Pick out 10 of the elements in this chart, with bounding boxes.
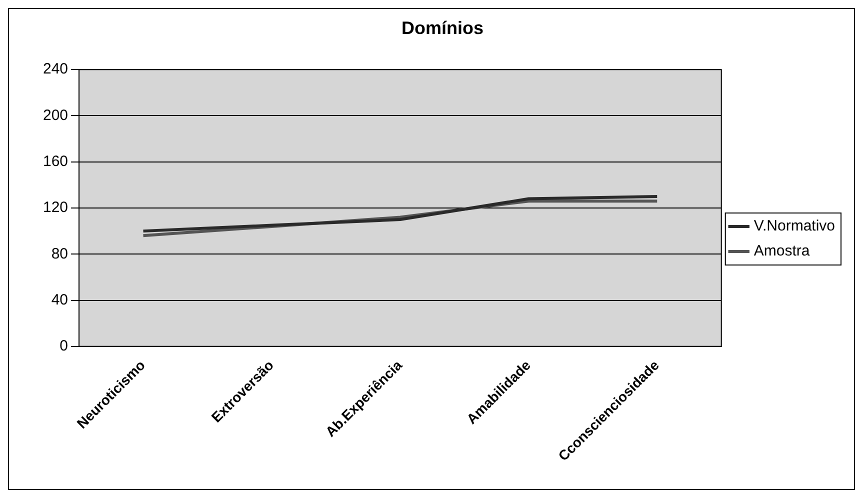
y-tick-label: 80 xyxy=(51,245,68,262)
y-tick-label: 200 xyxy=(42,106,68,124)
y-tick-label: 40 xyxy=(51,291,68,308)
y-tick-label: 160 xyxy=(42,153,68,170)
y-tick-label: 240 xyxy=(42,60,68,78)
y-tick-label: 0 xyxy=(60,338,68,355)
legend-label: Amostra xyxy=(754,242,810,260)
chart-title: Domínios xyxy=(401,18,484,38)
legend-label: V.Normativo xyxy=(754,218,836,235)
y-tick-label: 120 xyxy=(42,199,68,216)
